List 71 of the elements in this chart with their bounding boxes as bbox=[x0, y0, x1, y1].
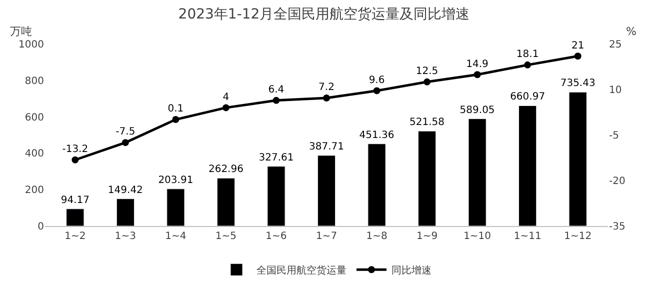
point bbox=[524, 61, 532, 68]
bar bbox=[468, 118, 486, 226]
x-tick-label: 1~11 bbox=[514, 231, 542, 242]
point bbox=[72, 156, 79, 164]
bar bbox=[216, 178, 236, 226]
data-label: -7.5 bbox=[116, 126, 136, 138]
point bbox=[122, 139, 129, 146]
x-tick-label: 1~6 bbox=[266, 231, 287, 242]
x-tick-label: 1~5 bbox=[215, 231, 237, 242]
data-label: 387.71 bbox=[309, 141, 344, 152]
data-label: 9.6 bbox=[368, 74, 385, 86]
y2-tick-label: -5 bbox=[609, 130, 619, 142]
data-label: 149.42 bbox=[108, 184, 143, 196]
data-label: 521.58 bbox=[410, 117, 445, 128]
y2-tick-label: -35 bbox=[609, 222, 626, 232]
x-tick-label: 1~12 bbox=[564, 231, 592, 242]
chart-title: 2023年1-12月全国民用航空货运量及同比增速 bbox=[178, 6, 470, 23]
y2-tick-label: 25 bbox=[609, 40, 622, 50]
data-label: 12.5 bbox=[416, 66, 438, 78]
y-tick-label: 800 bbox=[24, 76, 44, 87]
legend-label: 全国民用航空货运量 bbox=[256, 264, 346, 277]
data-label: 7.2 bbox=[318, 82, 334, 94]
point bbox=[474, 71, 481, 78]
y-tick-label: 0 bbox=[38, 222, 44, 232]
point bbox=[172, 116, 180, 124]
data-label: 14.9 bbox=[466, 58, 488, 70]
data-label: 94.17 bbox=[60, 194, 90, 206]
data-label: 660.97 bbox=[510, 92, 546, 103]
bar bbox=[368, 144, 386, 226]
bar bbox=[166, 188, 185, 226]
y2-axis-title: % bbox=[626, 25, 636, 38]
bar bbox=[568, 92, 587, 226]
point bbox=[574, 52, 582, 60]
y-axis-title: 万吨 bbox=[10, 25, 32, 38]
x-tick-label: 1~7 bbox=[316, 231, 338, 242]
point bbox=[373, 87, 380, 94]
point bbox=[272, 96, 280, 104]
y-tick-label: 400 bbox=[24, 148, 44, 160]
bar bbox=[66, 208, 84, 226]
bar bbox=[317, 155, 336, 226]
data-label: 735.43 bbox=[560, 78, 596, 90]
y-tick-label: 200 bbox=[24, 185, 44, 196]
bar bbox=[267, 166, 286, 226]
data-label: 327.61 bbox=[258, 152, 294, 164]
bar bbox=[518, 105, 537, 226]
data-label: 6.4 bbox=[268, 84, 284, 96]
data-label: -13.2 bbox=[62, 144, 88, 155]
data-label: 262.96 bbox=[208, 164, 244, 176]
y2-tick-label: -20 bbox=[609, 176, 626, 187]
data-label: 21 bbox=[571, 40, 584, 52]
data-label: 0.1 bbox=[168, 104, 184, 115]
x-tick-label: 1~4 bbox=[165, 231, 186, 242]
point bbox=[222, 104, 230, 112]
y-tick-label: 600 bbox=[24, 112, 44, 124]
data-label: 451.36 bbox=[359, 130, 394, 141]
bar bbox=[418, 130, 436, 226]
data-label: 4 bbox=[222, 92, 230, 103]
point bbox=[323, 94, 330, 102]
data-label: 203.91 bbox=[158, 174, 194, 186]
x-tick-label: 1~2 bbox=[64, 231, 86, 242]
legend-label: 同比增速 bbox=[392, 264, 432, 277]
y-tick-label: 1000 bbox=[18, 40, 44, 50]
bar bbox=[116, 198, 134, 226]
x-tick-label: 1~3 bbox=[114, 231, 136, 242]
point bbox=[424, 78, 431, 86]
x-tick-label: 1~10 bbox=[464, 231, 492, 242]
y2-tick-label: 10 bbox=[609, 85, 622, 96]
data-label: 589.05 bbox=[460, 104, 495, 116]
x-tick-label: 1~8 bbox=[366, 231, 388, 242]
data-label: 18.1 bbox=[516, 49, 539, 60]
x-tick-label: 1~9 bbox=[416, 231, 438, 242]
